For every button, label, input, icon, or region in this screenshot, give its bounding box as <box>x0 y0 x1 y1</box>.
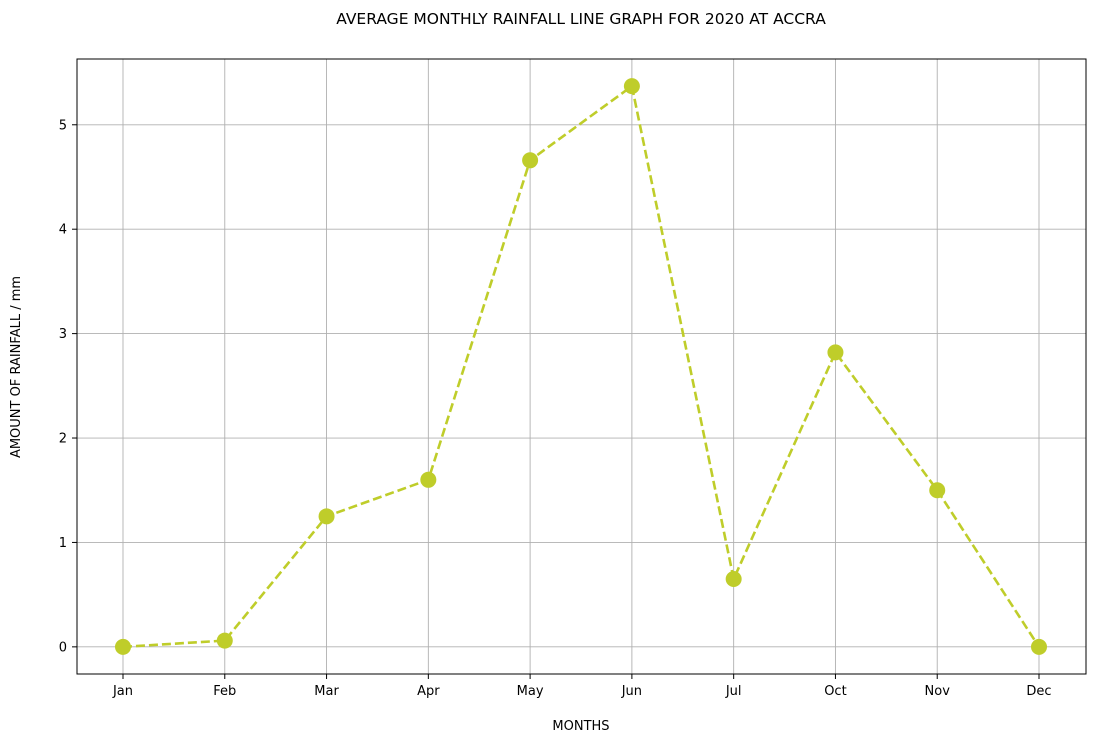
y-axis-ticks: 0 1 2 3 4 5 <box>59 118 77 655</box>
grid <box>77 59 1086 674</box>
x-tick-label: May <box>517 684 544 699</box>
data-point-feb <box>216 632 233 649</box>
data-point-jul <box>725 570 742 587</box>
data-point-dec <box>1031 638 1047 655</box>
plot-area-frame <box>76 58 1087 675</box>
data-point-apr <box>420 471 437 488</box>
x-axis-ticks: Jan Feb Mar Apr May Jun Jul Oct Nov Dec <box>112 674 1052 699</box>
y-tick-label: 3 <box>59 327 67 342</box>
data-point-jun <box>623 78 640 95</box>
x-tick-label: Jan <box>112 684 133 699</box>
y-axis-label: AMOUNT OF RAINFALL / mm <box>9 276 24 458</box>
data-point-mar <box>318 508 335 525</box>
y-tick-label: 0 <box>59 640 67 655</box>
x-axis-label: MONTHS <box>552 719 609 734</box>
y-tick-label: 4 <box>59 223 67 238</box>
x-tick-label: Oct <box>824 684 846 699</box>
y-tick-label: 1 <box>59 536 67 551</box>
y-tick-label: 2 <box>59 432 67 447</box>
x-tick-label: Mar <box>314 684 339 699</box>
chart-title: AVERAGE MONTHLY RAINFALL LINE GRAPH FOR … <box>336 10 826 28</box>
data-point-oct <box>827 344 844 361</box>
x-tick-label: Apr <box>417 684 440 699</box>
data-point-nov <box>929 482 946 499</box>
y-tick-label: 5 <box>59 118 67 133</box>
x-tick-label: Feb <box>213 684 236 699</box>
series-layer <box>115 78 1047 655</box>
x-tick-label: Jul <box>725 684 742 699</box>
data-point-may <box>522 152 539 169</box>
data-point-jan <box>115 638 131 655</box>
series-line <box>122 84 1041 649</box>
x-tick-label: Nov <box>925 684 951 699</box>
x-tick-label: Jun <box>621 684 642 699</box>
x-tick-label: Dec <box>1026 684 1051 699</box>
